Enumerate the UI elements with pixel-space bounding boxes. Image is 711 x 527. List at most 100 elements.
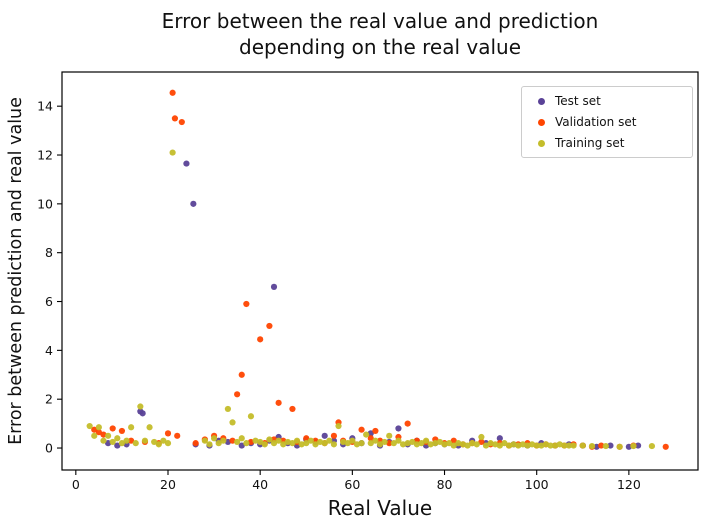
training-set-point — [224, 405, 232, 413]
training-set-point — [132, 440, 139, 447]
test-set-point — [496, 435, 503, 442]
training-set-point — [395, 437, 402, 444]
validation-set-point — [109, 425, 116, 432]
test-set-point — [321, 432, 328, 439]
validation-set-point — [257, 336, 264, 343]
training-set-point — [109, 438, 116, 446]
training-set-point — [436, 438, 444, 446]
test-set-point — [607, 442, 614, 449]
validation-set-point — [128, 437, 135, 444]
training-set-point — [547, 442, 554, 449]
validation-set-point — [169, 89, 176, 96]
training-set-point — [303, 440, 310, 447]
training-set-point — [409, 438, 416, 446]
training-set-point — [482, 442, 490, 449]
y-tick-label: 0 — [45, 441, 53, 456]
training-set-point — [358, 440, 365, 447]
validation-set-point — [330, 432, 338, 439]
x-axis-label: Real Value — [327, 496, 433, 520]
training-set-point — [201, 437, 208, 444]
x-tick-label: 80 — [437, 477, 453, 492]
training-set-point — [155, 441, 162, 448]
validation-set-point — [275, 399, 282, 406]
training-set-point — [293, 437, 301, 444]
training-set-point — [630, 442, 637, 450]
validation-set-point — [367, 435, 374, 442]
axes-spines — [61, 71, 699, 471]
validation-set-marker-icon — [538, 118, 545, 126]
legend-label-training: Training set — [555, 136, 625, 150]
validation-set-point — [234, 391, 241, 398]
training-set-point — [118, 440, 126, 447]
training-set-point — [215, 440, 222, 447]
legend-entry-training: Training set — [532, 136, 680, 150]
training-set-point — [280, 441, 287, 448]
training-set-point — [648, 442, 656, 450]
chart-title-line1: Error between the real value and predict… — [161, 9, 599, 33]
y-tick-label: 6 — [45, 294, 53, 309]
validation-set-point — [450, 437, 457, 444]
validation-set-point — [95, 429, 102, 436]
training-set-point — [234, 438, 241, 446]
training-set-point — [220, 437, 227, 444]
validation-set-point — [598, 442, 605, 449]
validation-set-point — [164, 430, 172, 437]
training-set-point — [349, 437, 356, 444]
training-set-point — [137, 403, 144, 410]
training-set-marker-icon — [538, 139, 545, 147]
validation-set-point — [238, 371, 245, 378]
training-set-point — [128, 424, 135, 431]
training-set-point — [238, 435, 245, 442]
test-set-point — [270, 283, 278, 290]
training-set-point — [104, 432, 112, 439]
training-set-point — [169, 149, 176, 156]
training-set-point — [501, 440, 508, 447]
y-tick-label: 8 — [45, 245, 53, 260]
training-set-point — [616, 443, 623, 450]
training-set-point — [450, 442, 457, 449]
training-set-point — [561, 442, 568, 449]
training-set-point — [446, 440, 453, 447]
validation-set-point — [478, 438, 485, 446]
training-set-point — [565, 442, 573, 449]
training-set-point — [86, 422, 93, 430]
training-set-point — [372, 437, 379, 444]
validation-set-point — [178, 118, 185, 126]
y-tick-label: 14 — [37, 99, 53, 114]
x-tick-label: 120 — [617, 477, 641, 492]
training-set-point — [261, 441, 268, 448]
training-set-point — [418, 440, 425, 447]
x-tick-label: 100 — [525, 477, 549, 492]
test-set-point — [634, 442, 642, 449]
y-tick-label: 2 — [45, 392, 53, 407]
training-set-point — [335, 422, 342, 430]
training-set-point — [390, 440, 397, 447]
training-set-point — [151, 438, 158, 446]
legend-entry-validation: Validation set — [532, 115, 680, 129]
training-set-point — [210, 435, 218, 442]
training-set-point — [326, 437, 333, 444]
training-set-point — [570, 442, 577, 449]
validation-set-point — [372, 427, 379, 435]
legend: Test set Validation set Training set — [521, 86, 693, 158]
training-set-point — [496, 442, 503, 449]
training-set-point — [602, 442, 609, 450]
training-set-point — [243, 440, 250, 447]
training-set-point — [473, 441, 480, 448]
training-set-point — [95, 424, 102, 431]
training-set-point — [275, 437, 282, 444]
training-set-point — [330, 441, 338, 448]
training-set-point — [123, 437, 130, 444]
training-set-point — [100, 437, 107, 444]
validation-set-point — [174, 432, 181, 439]
x-tick-label: 0 — [72, 477, 80, 492]
training-set-point — [588, 442, 596, 450]
training-set-point — [579, 442, 586, 449]
training-set-point — [257, 438, 264, 446]
training-set-point — [229, 419, 236, 426]
training-set-point — [386, 432, 393, 439]
legend-entry-test: Test set — [532, 94, 680, 108]
validation-set-point — [289, 405, 296, 413]
validation-set-point — [404, 420, 411, 427]
